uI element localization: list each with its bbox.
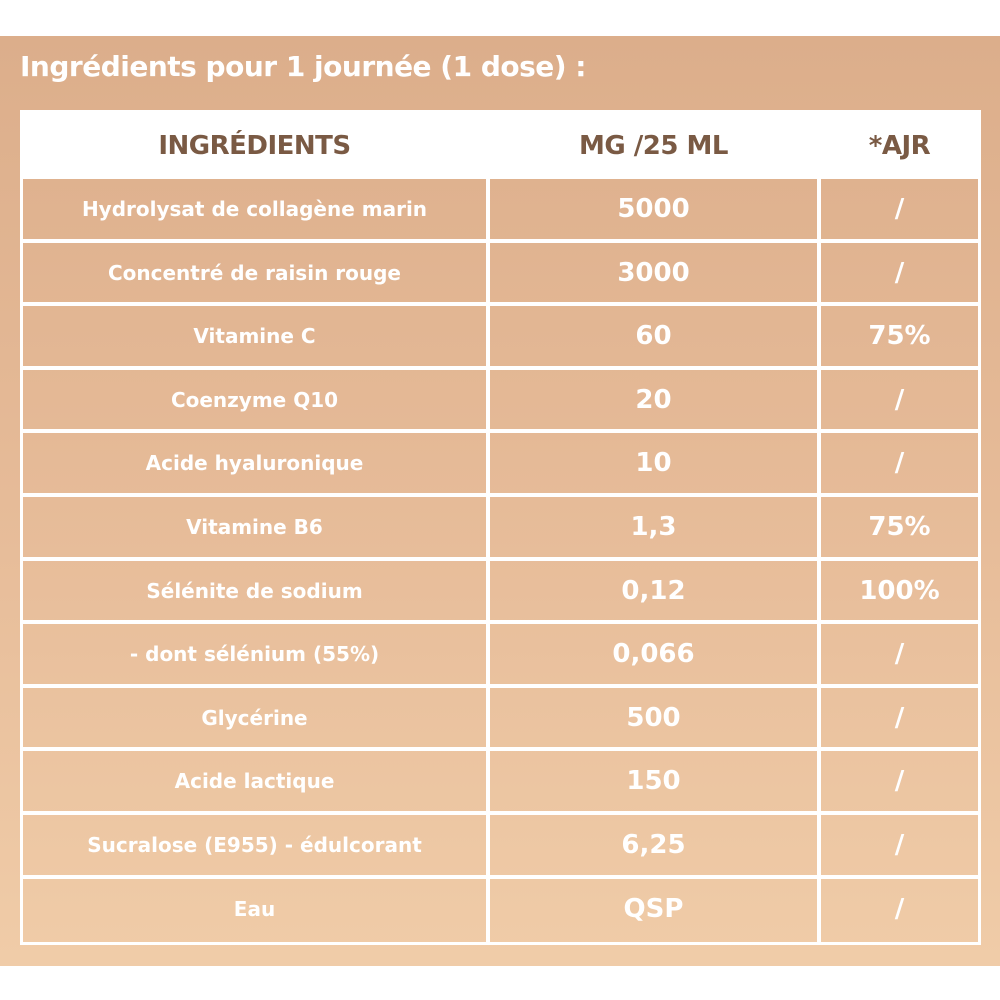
table-row: - dont sélénium (55%) 0,066 / bbox=[23, 624, 978, 688]
amount-cell: 10 bbox=[635, 448, 672, 479]
ajr-cell: / bbox=[894, 194, 905, 224]
ingredient-cell: - dont sélénium (55%) bbox=[129, 642, 380, 667]
row-divider bbox=[23, 811, 978, 815]
ingredient-cell: Eau bbox=[233, 896, 276, 921]
table-row: Sucralose (E955) - édulcorant 6,25 / bbox=[23, 815, 978, 879]
ajr-cell: / bbox=[894, 702, 905, 733]
table-row: Hydrolysat de collagène marin 5000 / bbox=[23, 179, 978, 243]
amount-cell: 0,12 bbox=[621, 575, 686, 606]
row-divider bbox=[23, 429, 978, 434]
ingredients-table: INGRÉDIENTS MG /25 ML *AJR Hydrolysat de… bbox=[20, 110, 981, 945]
column-header-amount: MG /25 ML bbox=[579, 131, 728, 161]
amount-cell: 150 bbox=[626, 766, 681, 797]
table-row: Vitamine C 60 75% bbox=[23, 306, 978, 370]
table-header: INGRÉDIENTS MG /25 ML *AJR bbox=[23, 113, 978, 179]
amount-cell: 20 bbox=[635, 384, 672, 415]
ingredient-cell: Vitamine B6 bbox=[186, 515, 323, 539]
table-row: Eau QSP / bbox=[23, 879, 978, 943]
table-row: Acide lactique 150 / bbox=[23, 751, 978, 815]
ingredient-cell: Hydrolysat de collagène marin bbox=[81, 197, 428, 221]
column-header-ajr: *AJR bbox=[868, 131, 931, 161]
ajr-cell: 75% bbox=[868, 321, 931, 352]
row-divider bbox=[23, 747, 978, 752]
ajr-cell: / bbox=[894, 448, 905, 479]
ajr-cell: / bbox=[894, 257, 905, 288]
row-divider bbox=[23, 175, 978, 179]
row-divider bbox=[23, 365, 978, 370]
amount-cell: 5000 bbox=[617, 194, 690, 224]
amount-cell: 500 bbox=[626, 702, 681, 733]
row-divider bbox=[23, 493, 978, 497]
amount-cell: 6,25 bbox=[621, 830, 686, 860]
ajr-cell: / bbox=[894, 384, 905, 415]
ajr-cell: / bbox=[894, 893, 905, 924]
amount-cell: 60 bbox=[635, 321, 672, 352]
ingredient-cell: Sélénite de sodium bbox=[146, 578, 363, 603]
table-row: Glycérine 500 / bbox=[23, 688, 978, 752]
column-divider bbox=[486, 179, 490, 942]
column-header-ingredient: INGRÉDIENTS bbox=[158, 131, 351, 161]
table-row: Vitamine B6 1,3 75% bbox=[23, 497, 978, 561]
amount-cell: 3000 bbox=[617, 257, 690, 288]
ingredient-cell: Concentré de raisin rouge bbox=[107, 260, 401, 285]
ingredient-cell: Glycérine bbox=[201, 705, 308, 730]
ajr-cell: / bbox=[894, 766, 905, 797]
ajr-cell: 75% bbox=[868, 512, 931, 542]
ajr-cell: / bbox=[894, 830, 905, 860]
ingredient-cell: Acide hyaluronique bbox=[145, 451, 364, 476]
ingredient-cell: Coenzyme Q10 bbox=[170, 387, 339, 412]
row-divider bbox=[23, 556, 978, 561]
row-divider bbox=[23, 683, 978, 688]
page-title: Ingrédients pour 1 journée (1 dose) : bbox=[20, 50, 587, 83]
column-divider bbox=[817, 179, 821, 942]
amount-cell: 0,066 bbox=[612, 639, 695, 670]
amount-cell: 1,3 bbox=[630, 512, 677, 542]
table-row: Concentré de raisin rouge 3000 / bbox=[23, 243, 978, 307]
row-divider bbox=[23, 620, 978, 625]
ajr-cell: 100% bbox=[859, 575, 940, 606]
ingredient-cell: Sucralose (E955) - édulcorant bbox=[87, 833, 422, 857]
row-divider bbox=[23, 302, 978, 307]
amount-cell: QSP bbox=[623, 893, 684, 924]
table-row: Sélénite de sodium 0,12 100% bbox=[23, 561, 978, 625]
ajr-cell: / bbox=[894, 639, 905, 670]
ingredient-cell: Acide lactique bbox=[174, 769, 335, 794]
row-divider bbox=[23, 874, 978, 879]
table-row: Coenzyme Q10 20 / bbox=[23, 370, 978, 434]
row-divider bbox=[23, 238, 978, 243]
table-row: Acide hyaluronique 10 / bbox=[23, 433, 978, 497]
ingredient-cell: Vitamine C bbox=[193, 324, 316, 349]
